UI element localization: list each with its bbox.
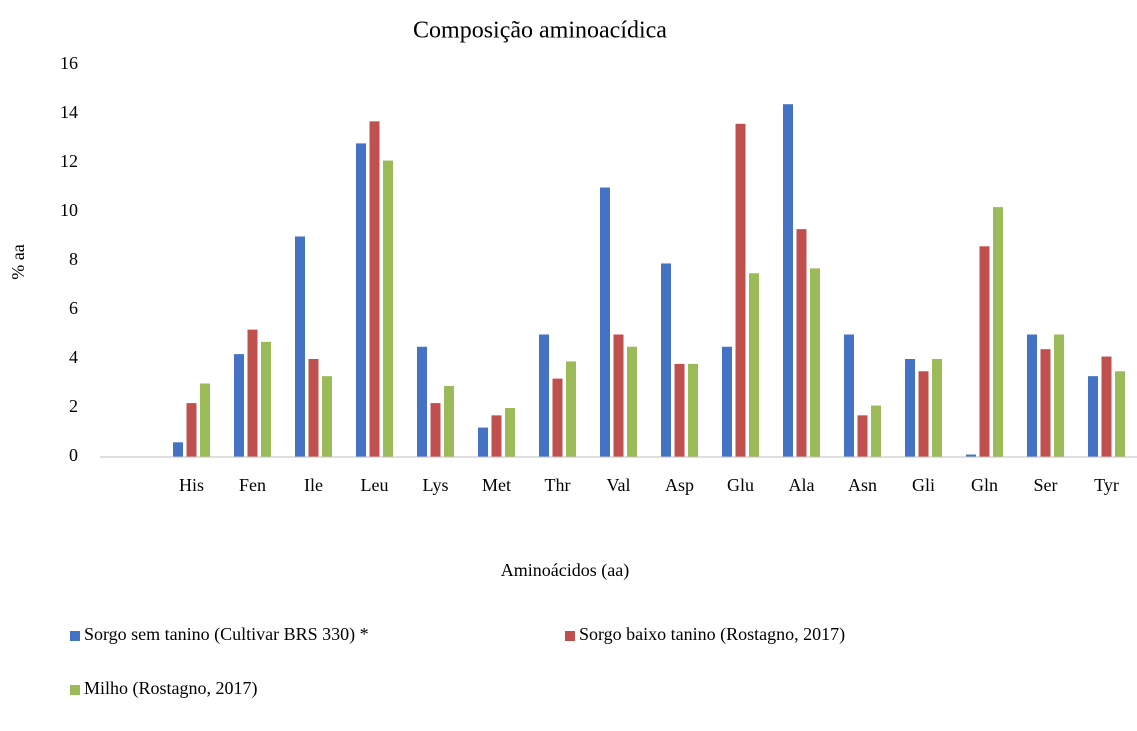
y-tick-label: 14: [60, 102, 78, 122]
bar: [905, 359, 915, 457]
legend-swatch: [70, 685, 80, 695]
bar: [810, 268, 820, 457]
bar: [491, 415, 502, 457]
bar: [871, 405, 881, 457]
x-tick-label: Gln: [971, 475, 998, 495]
bar: [918, 371, 929, 457]
bar: [444, 385, 454, 457]
bar: [478, 427, 488, 457]
bar: [173, 442, 183, 457]
bar: [430, 403, 441, 457]
bar: [932, 359, 942, 457]
bar: [186, 403, 197, 457]
bar: [322, 376, 332, 457]
bar: [295, 236, 305, 457]
bar: [383, 160, 393, 458]
bar: [417, 346, 427, 457]
bar: [613, 334, 624, 457]
x-axis-label: Aminoácidos (aa): [501, 560, 629, 581]
y-tick-label: 16: [60, 53, 78, 73]
bar: [600, 187, 610, 457]
bar: [356, 143, 366, 457]
y-tick-label: 8: [69, 249, 78, 269]
bar: [966, 454, 976, 457]
bar: [749, 273, 759, 457]
y-tick-label: 4: [69, 347, 78, 367]
bar: [979, 246, 990, 457]
x-tick-label: Ile: [304, 475, 323, 495]
bar: [234, 354, 244, 457]
bar: [735, 123, 746, 458]
x-tick-label: Ala: [789, 475, 815, 495]
bar: [844, 334, 854, 457]
bar: [1054, 334, 1064, 457]
x-tick-label: Ser: [1034, 475, 1058, 495]
y-axis-label: % aa: [8, 244, 28, 279]
bar: [1115, 371, 1125, 457]
bar: [308, 359, 319, 457]
bar: [552, 378, 563, 457]
y-tick-label: 6: [69, 298, 78, 318]
x-tick-label: His: [179, 475, 204, 495]
y-tick-label: 0: [69, 445, 78, 465]
legend-swatch: [565, 631, 575, 641]
legend-swatch: [70, 631, 80, 641]
bar: [783, 104, 793, 457]
bar: [688, 363, 698, 457]
bar: [261, 341, 271, 457]
x-tick-label: Glu: [727, 475, 754, 495]
bar: [661, 263, 671, 457]
x-tick-label: Tyr: [1094, 475, 1119, 495]
bar: [857, 415, 868, 457]
bar: [566, 361, 576, 457]
bar: [1027, 334, 1037, 457]
x-tick-label: Val: [607, 475, 631, 495]
legend-label: Sorgo baixo tanino (Rostagno, 2017): [579, 624, 845, 645]
bar: [993, 207, 1003, 457]
y-tick-label: 10: [60, 200, 78, 220]
x-tick-label: Gli: [912, 475, 935, 495]
bar: [505, 408, 515, 457]
bar: [674, 363, 685, 457]
x-tick-label: Thr: [545, 475, 571, 495]
bar: [796, 229, 807, 457]
bar: [1040, 349, 1051, 457]
bar: [1088, 376, 1098, 457]
x-tick-label: Fen: [239, 475, 266, 495]
chart-title: Composição aminoacídica: [413, 18, 667, 44]
x-tick-label: Leu: [361, 475, 389, 495]
x-tick-label: Asn: [848, 475, 877, 495]
bar: [1101, 356, 1112, 457]
bar: [247, 329, 258, 457]
x-tick-label: Lys: [422, 475, 448, 495]
x-tick-label: Met: [482, 475, 511, 495]
bar: [369, 121, 380, 457]
y-tick-label: 12: [60, 151, 78, 171]
x-tick-label: Asp: [665, 475, 694, 495]
bar: [627, 346, 637, 457]
legend-label: Sorgo sem tanino (Cultivar BRS 330) *: [84, 624, 369, 645]
legend-label: Milho (Rostagno, 2017): [84, 678, 258, 699]
bar: [722, 346, 732, 457]
bar: [539, 334, 549, 457]
bar: [200, 383, 210, 457]
y-tick-label: 2: [69, 396, 78, 416]
